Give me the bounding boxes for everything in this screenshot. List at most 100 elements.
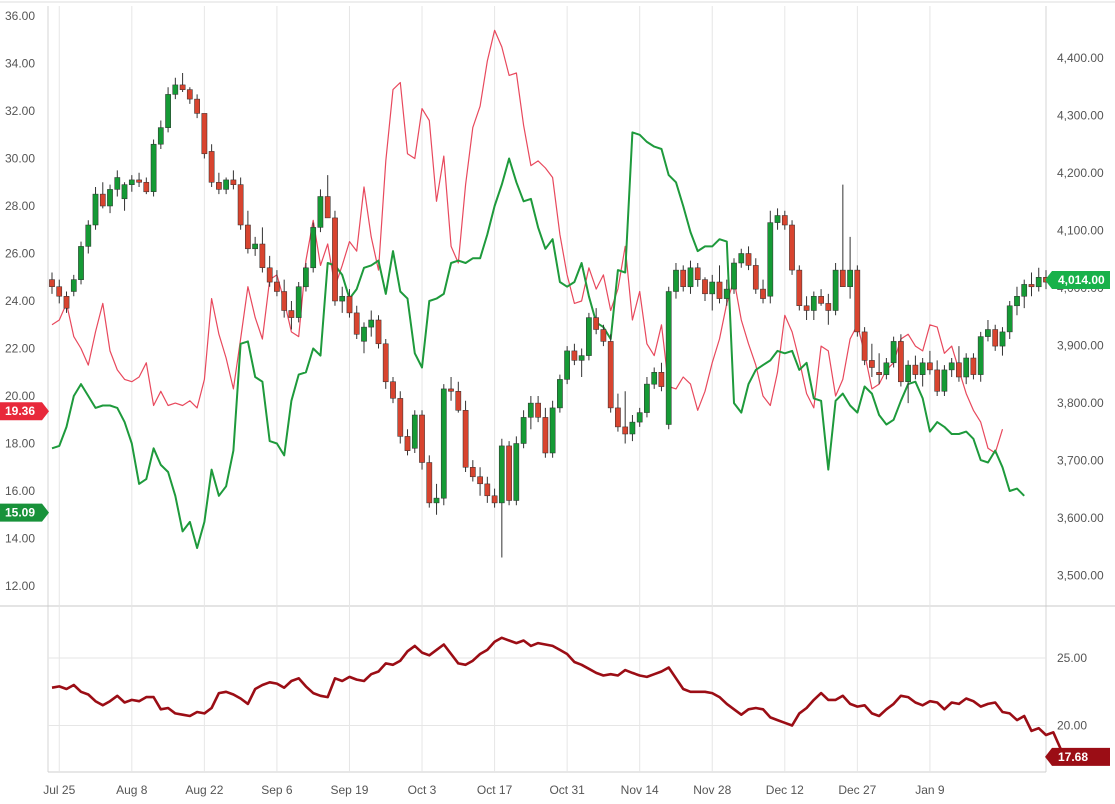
left-tick-label: 26.00 [5, 247, 35, 261]
candle [56, 286, 63, 297]
candle [941, 369, 948, 392]
candle [230, 179, 237, 185]
candle [157, 127, 164, 145]
candle [419, 414, 425, 463]
candle [644, 383, 650, 413]
left-tick-label: 14.00 [5, 532, 35, 546]
candle [404, 436, 411, 451]
left-tick-label: 34.00 [5, 57, 35, 71]
candle [324, 196, 331, 219]
candle [462, 410, 469, 468]
x-tick-label: Sep 19 [330, 783, 368, 797]
candle [977, 336, 984, 375]
candle [803, 305, 810, 311]
candle [723, 288, 730, 299]
candle [963, 357, 970, 378]
candle [586, 317, 592, 356]
candle [99, 193, 106, 207]
candle [535, 402, 541, 418]
right-tick-label: 3,600.00 [1057, 511, 1104, 525]
candle [223, 179, 229, 190]
candle [208, 151, 215, 183]
candle [992, 329, 999, 347]
x-tick-label: Dec 12 [766, 783, 804, 797]
candle [636, 412, 643, 423]
candle [310, 227, 317, 269]
candle [600, 329, 607, 342]
candle [361, 326, 367, 342]
candle [680, 269, 687, 287]
value-tag-bg [1045, 270, 1110, 289]
value-tag: 15.09 [5, 506, 35, 520]
candle [85, 224, 92, 247]
candle [128, 179, 135, 185]
candle [259, 243, 266, 268]
candle [121, 184, 128, 200]
candle [63, 296, 70, 309]
candle [557, 379, 563, 409]
lower-tick-label: 20.00 [1057, 719, 1087, 733]
x-tick-label: Oct 3 [408, 783, 437, 797]
candle [818, 296, 824, 304]
left-tick-label: 28.00 [5, 199, 35, 213]
candle [520, 417, 527, 444]
x-tick-label: Aug 22 [185, 783, 223, 797]
candle [49, 279, 55, 287]
lower-series-line-0 [51, 636, 1069, 759]
candle [716, 281, 723, 299]
candle [92, 193, 99, 226]
candle [440, 388, 447, 499]
candle [629, 421, 636, 435]
candle [789, 224, 795, 271]
candle [513, 443, 520, 501]
candle [898, 341, 904, 383]
candle [970, 357, 977, 375]
candle [78, 246, 84, 280]
candle [607, 341, 614, 409]
candle [673, 269, 679, 292]
lower-value-tag: 17.68 [1058, 750, 1088, 764]
candle [194, 98, 200, 114]
candle [760, 288, 766, 299]
candle [136, 179, 142, 183]
candle [245, 224, 251, 250]
candle [999, 331, 1006, 347]
left-tick-label: 30.00 [5, 152, 35, 166]
candle [731, 262, 737, 290]
candle [506, 445, 512, 501]
x-tick-label: Oct 31 [549, 783, 585, 797]
candle [665, 291, 672, 425]
candle [658, 372, 665, 387]
x-tick-label: Dec 27 [838, 783, 876, 797]
candle [477, 476, 483, 485]
candle [564, 350, 570, 380]
candle [448, 388, 454, 392]
candle [527, 402, 534, 418]
candle [353, 312, 360, 335]
right-tick-label: 4,400.00 [1057, 51, 1104, 65]
value-tag-bg [0, 503, 49, 522]
candle [694, 267, 701, 280]
candle [861, 331, 868, 361]
right-tick-label: 4,300.00 [1057, 109, 1104, 123]
left-tick-label: 18.00 [5, 437, 35, 451]
candle [774, 215, 781, 223]
value-tag: 19.36 [5, 404, 35, 418]
candle [150, 143, 157, 192]
candle [143, 182, 150, 193]
candle [985, 329, 991, 337]
lower-value-tag-bg [1045, 747, 1110, 766]
candle [433, 497, 440, 504]
x-tick-label: Jul 25 [43, 783, 75, 797]
left-tick-label: 20.00 [5, 389, 35, 403]
candle [767, 222, 774, 297]
candle [172, 84, 179, 95]
candle [738, 253, 745, 264]
candle [1021, 284, 1028, 297]
left-tick-label: 22.00 [5, 342, 35, 356]
right-tick-label: 4,100.00 [1057, 224, 1104, 238]
candle [1014, 296, 1020, 307]
candle [796, 269, 803, 306]
candle [615, 407, 621, 428]
